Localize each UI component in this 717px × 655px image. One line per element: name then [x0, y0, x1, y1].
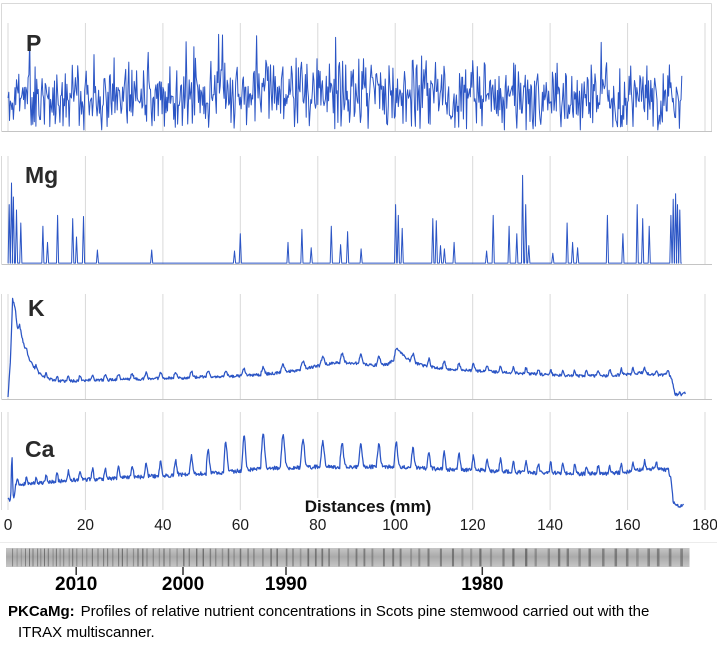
series-path-Ca [7, 433, 685, 509]
x-tick-label-40: 40 [154, 517, 172, 534]
caption-label: PKCaMg: [8, 603, 75, 620]
x-tick-label-180: 180 [692, 517, 717, 534]
caption-text-line2: ITRAX multiscanner. [18, 623, 155, 641]
panel-label-Ca: Ca [25, 436, 55, 462]
series-path-Mg [7, 174, 682, 264]
x-tick-label-100: 100 [382, 517, 409, 534]
panel-label-P: P [26, 30, 42, 56]
year-label-2010: 2010 [55, 574, 98, 595]
x-axis-tick-labels: 0 20 40 60 80 100 120 140 160 180 [0, 517, 717, 535]
year-label-1980: 1980 [461, 574, 504, 595]
wood-core-scan-image [6, 548, 690, 567]
panel-label-Mg: Mg [25, 162, 59, 188]
x-axis-title: Distances (mm) [296, 497, 440, 517]
x-tick-label-120: 120 [459, 517, 486, 534]
panel-label-K: K [28, 295, 45, 321]
x-tick-label-160: 160 [614, 517, 641, 534]
x-tick-label-60: 60 [231, 517, 249, 534]
figure-caption: PKCaMg: Profiles of relative nutrient con… [8, 602, 710, 642]
x-tick-label-20: 20 [76, 517, 95, 534]
year-label-2000: 2000 [161, 574, 205, 595]
series-path-K [7, 297, 686, 398]
year-label-1990: 1990 [264, 574, 308, 595]
year-annotations: 2010 2000 1990 1980 [0, 574, 717, 597]
x-tick-label-80: 80 [309, 517, 327, 534]
caption-text-line1: Profiles of relative nutrient concentrat… [80, 603, 650, 620]
x-tick-label-0: 0 [3, 517, 13, 534]
charts-canvas [0, 3, 717, 575]
x-tick-label-140: 140 [537, 517, 564, 534]
series-path-P [7, 33, 683, 131]
